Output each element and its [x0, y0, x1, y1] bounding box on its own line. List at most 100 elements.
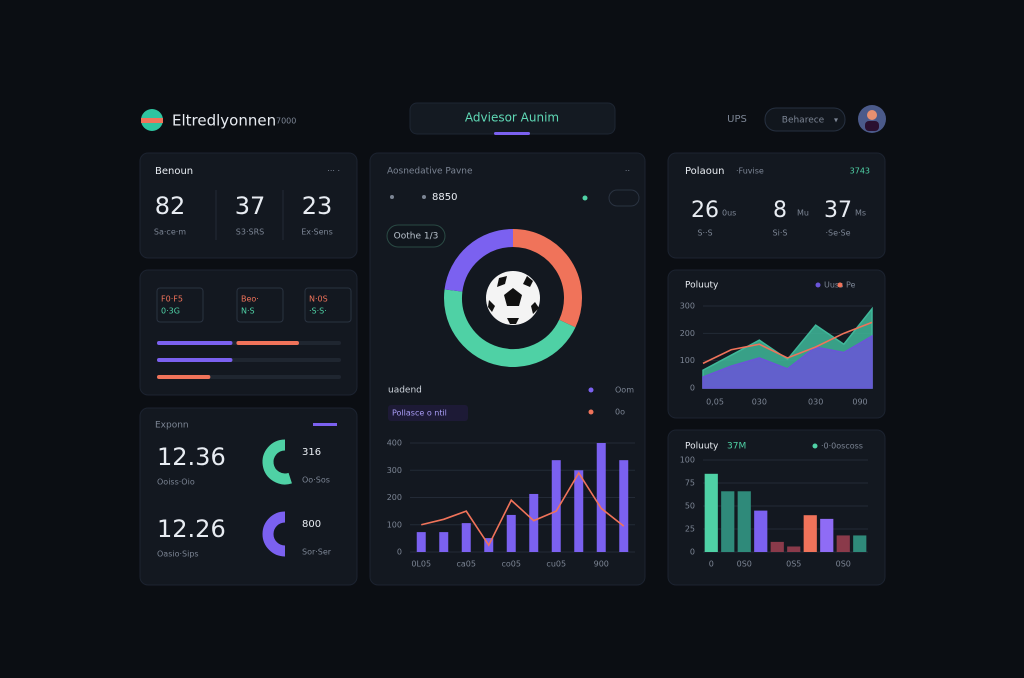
x-tick-label: 0S5	[786, 560, 801, 569]
bar	[596, 443, 606, 552]
ball	[486, 271, 540, 325]
stat-unit: Ms	[855, 209, 866, 218]
ball-patch	[488, 300, 495, 312]
panel-title: Exponn	[155, 421, 189, 431]
ring-sub: Sor·Ser	[302, 548, 332, 557]
stat-value: 37	[235, 192, 266, 220]
mini-box	[156, 287, 204, 323]
mini-sub: N·S	[241, 307, 255, 316]
progress-bar	[157, 341, 233, 345]
y-tick-label: 25	[685, 525, 695, 534]
y-tick-label: 50	[685, 502, 695, 511]
stat-label: Sa·ce·m	[154, 228, 186, 237]
area	[702, 334, 873, 389]
panel	[139, 407, 358, 586]
bar	[787, 546, 801, 552]
bar	[416, 532, 426, 552]
filter[interactable]	[386, 224, 446, 248]
progress-bar	[236, 341, 299, 345]
dropdown-caret: ▾	[834, 116, 838, 125]
chart-subtitle: Pollasce o ntil	[392, 409, 447, 418]
mini-title: Beo·	[241, 295, 259, 304]
metric-label: Ooiss·Oio	[157, 478, 195, 487]
mini-title: F0·F5	[161, 295, 183, 304]
x-tick-label: 0S0	[737, 560, 752, 569]
avatar-face	[867, 110, 877, 120]
panel-title: Poluuty	[685, 442, 719, 452]
tab-label: Adviesor Aunim	[465, 111, 559, 125]
legend-dot	[588, 409, 594, 415]
panel-accent	[313, 423, 337, 426]
ring-label: 800	[302, 519, 321, 530]
dot	[422, 195, 426, 199]
panel-title: Polaoun	[685, 166, 725, 177]
bar	[551, 460, 561, 552]
stat-label: Si·S	[773, 229, 788, 238]
donut-segment	[444, 289, 576, 367]
y-tick-label: 200	[680, 329, 695, 338]
ball-patch	[523, 276, 533, 287]
bar	[704, 473, 718, 552]
panel-title: Aosnedative Pavne	[387, 167, 473, 177]
y-tick-label: 200	[387, 493, 402, 502]
stat-label: Ex·Sens	[301, 228, 333, 237]
stat-label: S3·SRS	[236, 228, 264, 237]
bar	[836, 535, 850, 552]
progress-bar	[157, 375, 211, 379]
panel	[139, 152, 358, 259]
y-tick-label: 100	[680, 456, 695, 465]
legend-dot	[837, 282, 843, 288]
stat-value: 82	[155, 192, 186, 220]
bar	[506, 514, 516, 552]
legend-dot	[815, 282, 821, 288]
mini-title: N·0S	[309, 295, 328, 304]
stat-value: 23	[302, 192, 333, 220]
panel-note: 3743	[850, 167, 870, 176]
metric-value: 12.26	[157, 515, 226, 543]
ball-patch	[507, 318, 519, 324]
bar	[619, 460, 629, 552]
ring-sub: Oo·Sos	[302, 476, 330, 485]
x-tick-label: 0,05	[706, 398, 724, 407]
panel	[667, 429, 886, 586]
x-tick-label: 0L05	[411, 560, 431, 569]
dropdown[interactable]	[764, 107, 846, 132]
dot	[390, 195, 394, 199]
ball-patch	[497, 276, 507, 287]
legend-dot	[588, 387, 594, 393]
y-tick-label: 100	[680, 356, 695, 365]
mini-box	[304, 287, 352, 323]
donut-segment	[444, 229, 514, 292]
legend-label: Oom	[615, 386, 634, 395]
mini-box	[236, 287, 284, 323]
donut-segment	[512, 229, 582, 328]
chart-title: uadend	[388, 386, 422, 396]
x-tick-label: 900	[594, 560, 609, 569]
brand-note: 7000	[276, 117, 296, 126]
y-tick-label: 75	[685, 479, 695, 488]
y-tick-label: 0	[690, 384, 695, 393]
panel-menu[interactable]: ··· ·	[327, 167, 340, 176]
ring-label: 316	[302, 447, 321, 458]
ring	[262, 511, 286, 557]
x-tick-label: 0	[709, 560, 714, 569]
y-tick-label: 100	[387, 520, 402, 529]
stat-value: 37	[824, 198, 852, 223]
bar	[529, 493, 539, 552]
y-tick-label: 0	[397, 548, 402, 557]
stat-unit: 0us	[722, 209, 736, 218]
panel	[139, 269, 358, 396]
bar	[439, 532, 449, 552]
toggle[interactable]	[608, 189, 640, 207]
stat-value: 8	[773, 198, 787, 223]
y-tick-label: 300	[387, 466, 402, 475]
tab-indicator	[494, 132, 530, 135]
panel-menu[interactable]: ··	[625, 167, 630, 176]
panel-title: Poluuty	[685, 281, 719, 291]
chart-subtitle-box	[388, 405, 468, 421]
ring	[262, 439, 292, 485]
metric-value: 12.36	[157, 443, 226, 471]
panel-note: 37M	[727, 442, 746, 452]
region[interactable]: UPS	[727, 114, 747, 125]
